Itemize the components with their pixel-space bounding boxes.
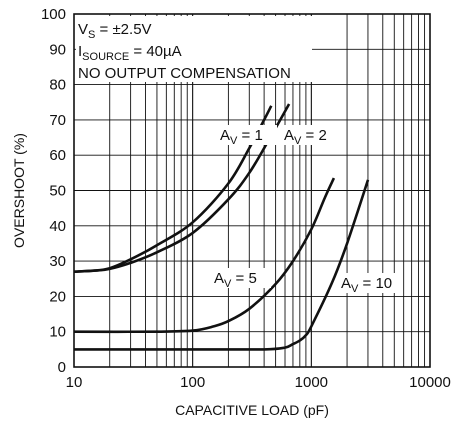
series-labels: AV = 1 AV = 2 AV = 5 AV = 10 xyxy=(211,125,398,295)
condition-line: ISOURCE = 40µA xyxy=(78,43,182,63)
y-tick-label: 90 xyxy=(49,41,66,58)
series-label: AV = 5 xyxy=(214,270,257,290)
x-tick-label: 1000 xyxy=(295,374,328,391)
y-tick-label: 30 xyxy=(49,253,66,270)
x-tick-label: 10000 xyxy=(409,374,451,391)
series-label: AV = 10 xyxy=(341,275,392,295)
y-tick-label: 60 xyxy=(49,147,66,164)
series-label-bg xyxy=(281,125,341,145)
y-tick-label: 40 xyxy=(49,218,66,235)
x-tick-label: 100 xyxy=(180,374,205,391)
series-label: AV = 2 xyxy=(284,127,327,147)
series-label-bg xyxy=(338,273,398,293)
x-axis-label: CAPACITIVE LOAD (pF) xyxy=(175,402,329,418)
series-line xyxy=(73,177,336,334)
condition-line: NO OUTPUT COMPENSATION xyxy=(78,65,291,82)
y-axis-label: OVERSHOOT (%) xyxy=(11,133,27,248)
x-tick-label: 10 xyxy=(66,374,83,391)
series-line xyxy=(74,179,370,351)
y-tick-label: 70 xyxy=(49,112,66,129)
series-label: AV = 1 xyxy=(220,127,263,147)
series-line xyxy=(73,103,291,273)
series-label-bg xyxy=(217,125,277,145)
y-tick-label: 50 xyxy=(49,183,66,200)
y-tick-label: 10 xyxy=(49,324,66,341)
y-tick-label: 20 xyxy=(49,288,66,305)
series-label-bg xyxy=(211,268,271,288)
y-tick-label: 100 xyxy=(41,6,66,23)
y-tick-label: 0 xyxy=(58,359,66,376)
y-tick-label: 80 xyxy=(49,77,66,94)
condition-line: VS = ±2.5V xyxy=(78,21,152,41)
plot-frame xyxy=(73,13,431,368)
conditions-box xyxy=(76,16,312,82)
